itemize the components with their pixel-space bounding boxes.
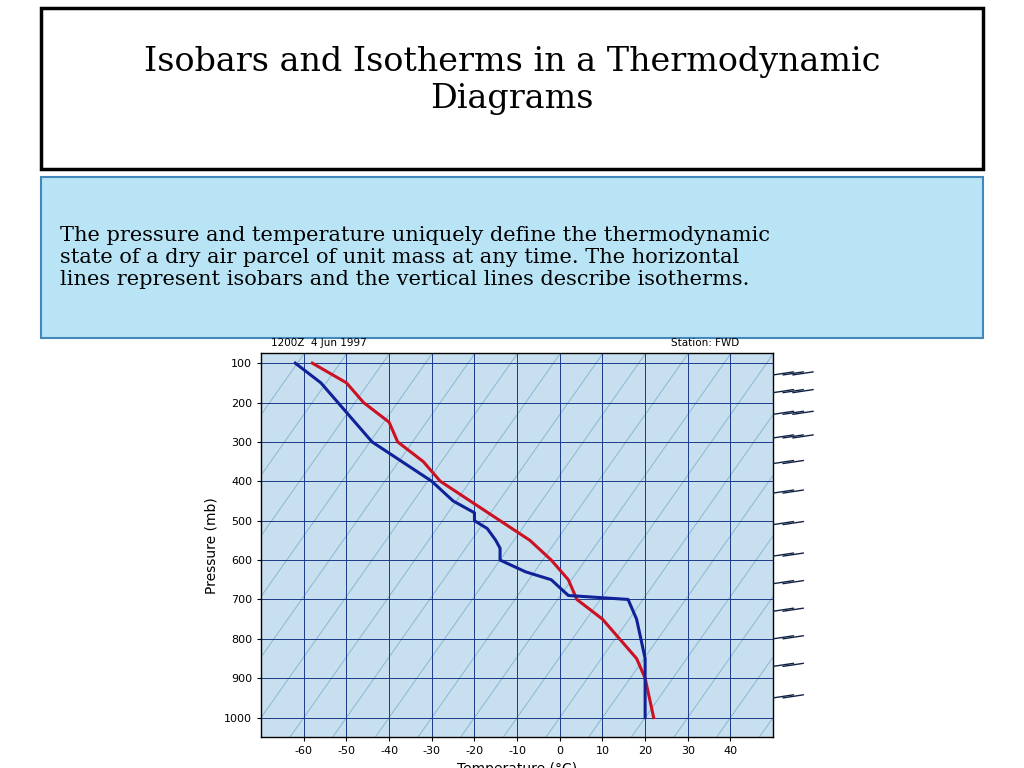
FancyBboxPatch shape <box>41 8 983 169</box>
Y-axis label: Pressure (mb): Pressure (mb) <box>205 497 218 594</box>
Text: Isobars and Isotherms in a Thermodynamic
Diagrams: Isobars and Isotherms in a Thermodynamic… <box>143 46 881 114</box>
Text: 1200Z  4 Jun 1997: 1200Z 4 Jun 1997 <box>271 337 368 347</box>
FancyBboxPatch shape <box>41 177 983 338</box>
Text: Station: FWD: Station: FWD <box>671 337 739 347</box>
X-axis label: Temperature (°C): Temperature (°C) <box>457 762 578 768</box>
Text: The pressure and temperature uniquely define the thermodynamic
state of a dry ai: The pressure and temperature uniquely de… <box>59 226 770 289</box>
